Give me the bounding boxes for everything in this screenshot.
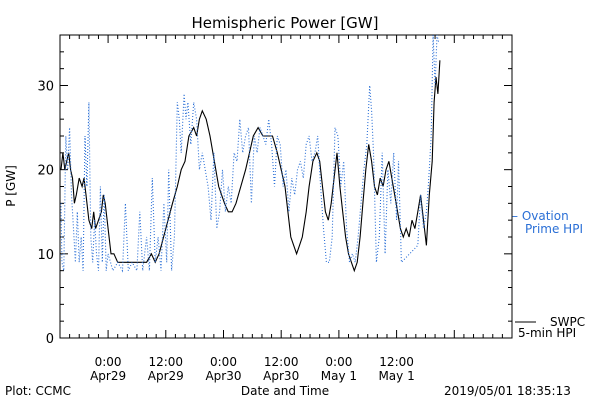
x-tick-label-date: May 1	[378, 369, 414, 383]
legend-ovation-line1: – Ovation	[512, 209, 569, 223]
y-tick-label: 10	[37, 248, 54, 263]
footer-timestamp: 2019/05/01 18:35:13	[444, 384, 571, 398]
y-tick-label: 20	[37, 164, 54, 179]
x-tick-label-date: Apr30	[205, 369, 241, 383]
legend-swpc-line2: 5-min HPI	[518, 326, 576, 340]
x-tick-label-time: 0:00	[95, 355, 122, 369]
x-tick-label-date: May 1	[321, 369, 357, 383]
x-tick-label-time: 12:00	[264, 355, 299, 369]
x-tick-label-date: Apr30	[263, 369, 299, 383]
x-tick-label-date: Apr29	[148, 369, 184, 383]
y-tick-label: 0	[46, 332, 54, 347]
x-tick-label-time: 12:00	[379, 355, 414, 369]
y-axis-label: P [GW]	[4, 165, 18, 207]
legend-ovation-line2: Prime HPI	[525, 222, 583, 236]
x-tick-label-date: Apr29	[90, 369, 126, 383]
x-tick-label-time: 0:00	[210, 355, 237, 369]
x-tick-label-time: 0:00	[325, 355, 352, 369]
footer-left: Plot: CCMC	[5, 384, 71, 398]
x-axis: 0:00Apr2912:00Apr290:00Apr3012:00Apr300:…	[59, 35, 513, 383]
legend-swpc-line1: SWPC	[550, 315, 585, 329]
x-axis-label: Date and Time	[241, 384, 329, 398]
y-tick-label: 30	[37, 80, 54, 95]
y-axis: 0 10 20 30	[37, 34, 512, 347]
plot-frame	[59, 34, 513, 339]
chart-title: Hemispheric Power [GW]	[192, 14, 379, 32]
x-tick-label-time: 12:00	[148, 355, 183, 369]
series-layer	[60, 34, 441, 273]
